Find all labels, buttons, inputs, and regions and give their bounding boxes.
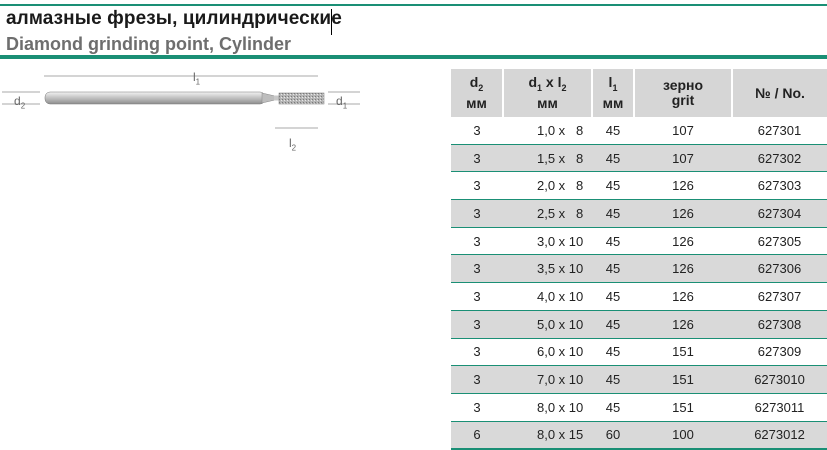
cell-l1: 45 [592, 144, 634, 173]
l2-label: l2 [289, 136, 297, 153]
cell-d1-x-l2: 2,5 x 8 [503, 199, 592, 228]
cell-d2: 3 [451, 365, 503, 394]
table-header-row: d2 мм d1 x l2 мм l1 мм зерно grit № / No… [451, 69, 827, 117]
table-row: 3 1,5 x 8 45 107 627302 [451, 144, 827, 173]
l1-label: l1 [193, 70, 201, 87]
cell-d2: 3 [451, 393, 503, 422]
cell-d1-x-l2: 4,0 x 10 [503, 282, 592, 311]
header-d2: d2 мм [451, 69, 503, 117]
title-english: Diamond grinding point, Cylinder [6, 34, 291, 54]
header-number: № / No. [731, 69, 827, 117]
cell-number: 627307 [732, 282, 827, 311]
cell-grit: 126 [634, 310, 732, 339]
header-l1: l1 мм [591, 69, 634, 117]
cell-d2: 6 [451, 421, 503, 450]
cell-l1: 60 [592, 421, 634, 450]
cell-d2: 3 [451, 310, 503, 339]
cell-l1: 45 [592, 254, 634, 284]
cell-l1: 45 [592, 117, 634, 145]
cell-d2: 3 [451, 171, 503, 201]
table-row: 3 1,0 x 8 45 107 627301 [451, 117, 827, 145]
table-row: 3 8,0 x 10 45 151 6273011 [451, 393, 827, 422]
cell-number: 627304 [732, 199, 827, 228]
cell-l1: 45 [592, 199, 634, 228]
shank [44, 91, 266, 105]
cell-d1-x-l2: 8,0 x 10 [503, 393, 592, 422]
cell-d2: 3 [451, 227, 503, 256]
header-grit: зерно grit [633, 69, 732, 117]
cell-d1-x-l2: 1,0 x 8 [503, 117, 592, 145]
cell-number: 6273012 [732, 421, 827, 450]
table-row: 3 3,5 x 10 45 126 627306 [451, 254, 827, 284]
header-d1-x-l2: d1 x l2 мм [502, 69, 592, 117]
table-row: 3 3,0 x 10 45 126 627305 [451, 227, 827, 256]
cell-l1: 45 [592, 310, 634, 339]
cell-d1-x-l2: 7,0 x 10 [503, 365, 592, 394]
cell-number: 627306 [732, 254, 827, 284]
cell-grit: 126 [634, 199, 732, 228]
cell-d1-x-l2: 6,0 x 10 [503, 338, 592, 367]
cell-l1: 45 [592, 282, 634, 311]
cell-l1: 45 [592, 338, 634, 367]
cell-grit: 107 [634, 144, 732, 173]
cell-grit: 151 [634, 338, 732, 367]
cell-d2: 3 [451, 144, 503, 173]
table-row: 3 2,5 x 8 45 126 627304 [451, 199, 827, 228]
cell-number: 627308 [732, 310, 827, 339]
cell-number: 627305 [732, 227, 827, 256]
cell-d1-x-l2: 5,0 x 10 [503, 310, 592, 339]
cell-number: 627302 [732, 144, 827, 173]
cell-d2: 3 [451, 338, 503, 367]
cell-d1-x-l2: 2,0 x 8 [503, 171, 592, 201]
table-row: 3 2,0 x 8 45 126 627303 [451, 171, 827, 201]
cell-d1-x-l2: 8,0 x 15 [503, 421, 592, 450]
cell-l1: 45 [592, 227, 634, 256]
table-row: 3 7,0 x 10 45 151 6273010 [451, 365, 827, 394]
d2-label: d2 [14, 94, 26, 111]
cell-grit: 107 [634, 117, 732, 145]
cell-number: 627309 [732, 338, 827, 367]
grinding-point-illustration [2, 75, 360, 129]
cell-number: 627303 [732, 171, 827, 201]
cell-grit: 126 [634, 254, 732, 284]
taper [261, 92, 276, 104]
table-row: 3 4,0 x 10 45 126 627307 [451, 282, 827, 311]
cell-d1-x-l2: 3,0 x 10 [503, 227, 592, 256]
table-row: 6 8,0 x 15 60 100 6273012 [451, 421, 827, 450]
tool-drawing: l1 d2 d1 l2 [0, 60, 440, 180]
text-cursor [331, 9, 332, 35]
cell-l1: 45 [592, 171, 634, 201]
cell-grit: 126 [634, 227, 732, 256]
top-rule [0, 4, 827, 6]
title-underline [0, 55, 827, 59]
cell-d2: 3 [451, 199, 503, 228]
neck [274, 95, 280, 101]
specification-table: d2 мм d1 x l2 мм l1 мм зерно grit № / No… [451, 69, 827, 450]
d1-label: d1 [336, 94, 348, 111]
cell-d2: 3 [451, 117, 503, 145]
table-row: 3 6,0 x 10 45 151 627309 [451, 338, 827, 367]
cell-d2: 3 [451, 254, 503, 284]
cell-grit: 151 [634, 393, 732, 422]
cell-d1-x-l2: 1,5 x 8 [503, 144, 592, 173]
table-row: 3 5,0 x 10 45 126 627308 [451, 310, 827, 339]
cell-d1-x-l2: 3,5 x 10 [503, 254, 592, 284]
cell-l1: 45 [592, 393, 634, 422]
title-russian: алмазные фрезы, цилиндрические [6, 8, 342, 29]
cell-number: 6273010 [732, 365, 827, 394]
cell-grit: 151 [634, 365, 732, 394]
diamond-head [278, 92, 325, 105]
cell-d2: 3 [451, 282, 503, 311]
cell-number: 6273011 [732, 393, 827, 422]
cell-grit: 100 [634, 421, 732, 450]
cell-l1: 45 [592, 365, 634, 394]
cell-grit: 126 [634, 171, 732, 201]
cell-grit: 126 [634, 282, 732, 311]
cell-number: 627301 [732, 117, 827, 145]
